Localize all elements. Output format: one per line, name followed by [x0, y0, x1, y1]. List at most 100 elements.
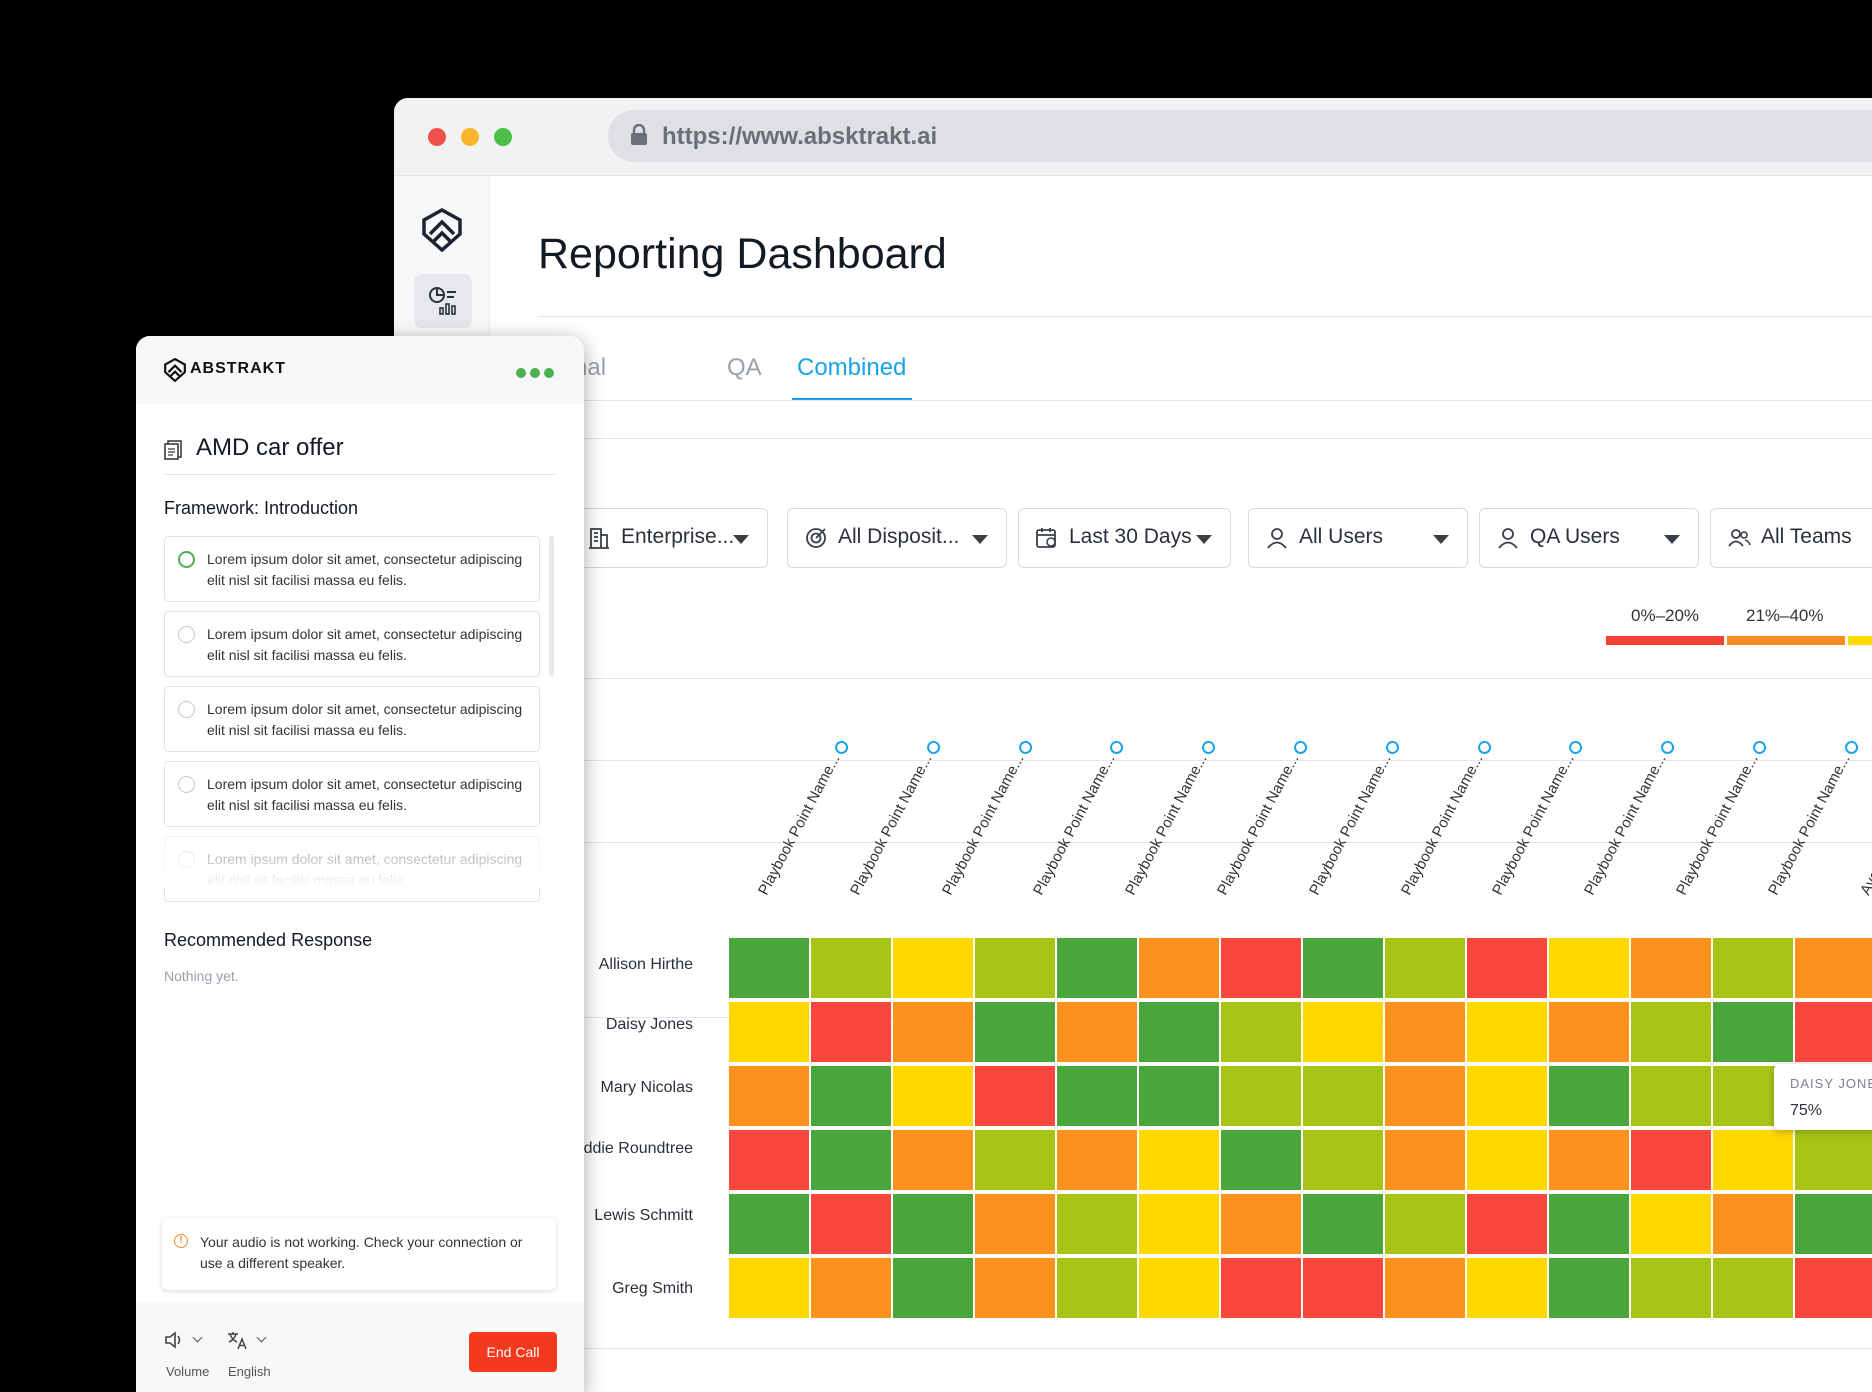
heatmap-cell[interactable] [1467, 1194, 1547, 1254]
heatmap-cell[interactable] [1631, 1066, 1711, 1126]
heatmap-cell[interactable] [1139, 1002, 1219, 1062]
heatmap-cell[interactable] [811, 938, 891, 998]
heatmap-cell[interactable] [975, 1130, 1055, 1190]
heatmap-cell[interactable] [893, 1194, 973, 1254]
end-call-button[interactable]: End Call [469, 1332, 557, 1372]
address-bar[interactable]: https://www.absktrakt.ai [608, 110, 1872, 162]
heatmap-cell[interactable] [811, 1002, 891, 1062]
tab-combined[interactable]: Combined [797, 354, 907, 381]
filter-dropdown-3[interactable]: Last 30 Days [1018, 508, 1231, 568]
heatmap-cell[interactable] [811, 1130, 891, 1190]
checklist-item[interactable]: Lorem ipsum dolor sit amet, consectetur … [164, 536, 540, 602]
heatmap-cell[interactable] [1713, 938, 1793, 998]
sidebar-item-reports[interactable] [414, 274, 472, 328]
heatmap-cell[interactable] [1057, 938, 1137, 998]
heatmap-cell[interactable] [975, 1002, 1055, 1062]
filter-dropdown-4[interactable]: All Users [1248, 508, 1468, 568]
minimize-window-button[interactable] [461, 128, 479, 146]
heatmap-cell[interactable] [1385, 1002, 1465, 1062]
heatmap-cell[interactable] [1795, 1194, 1872, 1254]
heatmap-cell[interactable] [1549, 938, 1629, 998]
close-window-button[interactable] [428, 128, 446, 146]
heatmap-cell[interactable] [1221, 938, 1301, 998]
heatmap-cell[interactable] [1467, 1002, 1547, 1062]
checklist-item[interactable]: Lorem ipsum dolor sit amet, consectetur … [164, 686, 540, 752]
heatmap-cell[interactable] [1221, 1258, 1301, 1318]
heatmap-cell[interactable] [1795, 938, 1872, 998]
heatmap-cell[interactable] [1385, 1066, 1465, 1126]
heatmap-cell[interactable] [1385, 1258, 1465, 1318]
heatmap-cell[interactable] [1467, 938, 1547, 998]
heatmap-cell[interactable] [811, 1194, 891, 1254]
heatmap-cell[interactable] [1713, 1194, 1793, 1254]
heatmap-cell[interactable] [1303, 1194, 1383, 1254]
heatmap-cell[interactable] [975, 1194, 1055, 1254]
heatmap-cell[interactable] [729, 1066, 809, 1126]
heatmap-cell[interactable] [1139, 1130, 1219, 1190]
radio-icon[interactable] [178, 776, 195, 793]
heatmap-cell[interactable] [1549, 1258, 1629, 1318]
heatmap-cell[interactable] [1139, 1258, 1219, 1318]
heatmap-cell[interactable] [1057, 1194, 1137, 1254]
heatmap-cell[interactable] [1385, 938, 1465, 998]
checklist-scrollbar[interactable] [549, 536, 554, 676]
heatmap-cell[interactable] [1303, 1258, 1383, 1318]
heatmap-cell[interactable] [1057, 1130, 1137, 1190]
radio-icon[interactable] [178, 626, 195, 643]
heatmap-cell[interactable] [1713, 1258, 1793, 1318]
heatmap-cell[interactable] [1221, 1066, 1301, 1126]
heatmap-cell[interactable] [1221, 1194, 1301, 1254]
heatmap-cell[interactable] [1631, 938, 1711, 998]
filter-dropdown-5[interactable]: QA Users [1479, 508, 1699, 568]
heatmap-cell[interactable] [975, 1258, 1055, 1318]
heatmap-cell[interactable] [1057, 1002, 1137, 1062]
heatmap-cell[interactable] [1303, 938, 1383, 998]
heatmap-cell[interactable] [1139, 938, 1219, 998]
heatmap-cell[interactable] [1631, 1002, 1711, 1062]
radio-icon[interactable] [178, 551, 195, 568]
heatmap-cell[interactable] [1139, 1194, 1219, 1254]
heatmap-cell[interactable] [1221, 1130, 1301, 1190]
heatmap-cell[interactable] [893, 1258, 973, 1318]
logo-icon[interactable] [422, 208, 462, 252]
heatmap-cell[interactable] [811, 1258, 891, 1318]
heatmap-cell[interactable] [1057, 1066, 1137, 1126]
heatmap-cell[interactable] [893, 1066, 973, 1126]
heatmap-cell[interactable] [1549, 1130, 1629, 1190]
heatmap-cell[interactable] [729, 1130, 809, 1190]
checklist-item[interactable]: Lorem ipsum dolor sit amet, consectetur … [164, 761, 540, 827]
heatmap-cell[interactable] [1713, 1130, 1793, 1190]
heatmap-cell[interactable] [1467, 1130, 1547, 1190]
heatmap-cell[interactable] [1631, 1130, 1711, 1190]
filter-dropdown-1[interactable]: Enterprise... [570, 508, 768, 568]
heatmap-cell[interactable] [729, 1258, 809, 1318]
filter-dropdown-6[interactable]: All Teams [1710, 508, 1872, 568]
heatmap-cell[interactable] [1303, 1130, 1383, 1190]
filter-dropdown-2[interactable]: All Disposit... [787, 508, 1007, 568]
heatmap-cell[interactable] [1303, 1066, 1383, 1126]
heatmap-cell[interactable] [975, 1066, 1055, 1126]
heatmap-cell[interactable] [1467, 1066, 1547, 1126]
heatmap-cell[interactable] [1631, 1258, 1711, 1318]
heatmap-cell[interactable] [811, 1066, 891, 1126]
heatmap-cell[interactable] [729, 1002, 809, 1062]
heatmap-cell[interactable] [893, 1002, 973, 1062]
heatmap-cell[interactable] [1795, 1002, 1872, 1062]
heatmap-cell[interactable] [1385, 1194, 1465, 1254]
heatmap-cell[interactable] [1467, 1258, 1547, 1318]
heatmap-cell[interactable] [729, 1194, 809, 1254]
tab-qa[interactable]: QA [727, 354, 762, 381]
heatmap-cell[interactable] [893, 1130, 973, 1190]
maximize-window-button[interactable] [494, 128, 512, 146]
radio-icon[interactable] [178, 701, 195, 718]
heatmap-cell[interactable] [1221, 1002, 1301, 1062]
heatmap-cell[interactable] [1549, 1194, 1629, 1254]
heatmap-cell[interactable] [1303, 1002, 1383, 1062]
heatmap-cell[interactable] [1795, 1258, 1872, 1318]
heatmap-cell[interactable] [1549, 1066, 1629, 1126]
heatmap-cell[interactable] [729, 938, 809, 998]
heatmap-cell[interactable] [975, 938, 1055, 998]
heatmap-cell[interactable] [1057, 1258, 1137, 1318]
heatmap-cell[interactable] [893, 938, 973, 998]
heatmap-cell[interactable] [1795, 1130, 1872, 1190]
